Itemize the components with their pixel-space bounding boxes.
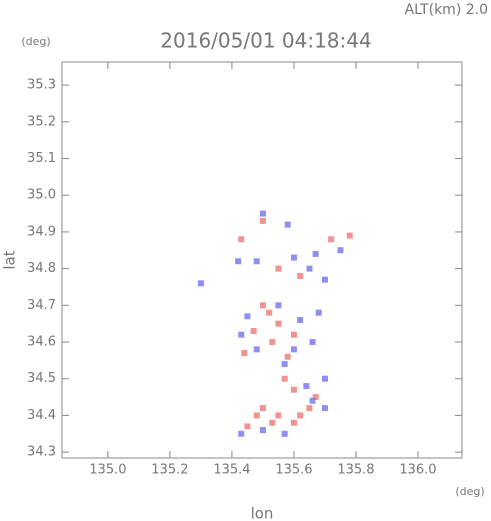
y-axis-label: lat	[1, 250, 19, 269]
data-point	[197, 280, 204, 287]
data-point	[284, 221, 291, 228]
data-point	[259, 217, 266, 224]
data-point	[266, 309, 273, 316]
data-point	[281, 361, 288, 368]
data-point	[238, 331, 245, 338]
data-point	[346, 232, 353, 239]
y-unit: (deg)	[21, 35, 50, 48]
x-tick-label: 135.6	[275, 463, 312, 478]
x-axis-label: lon	[251, 505, 274, 521]
x-unit: (deg)	[455, 485, 484, 498]
x-tick-label: 135.8	[337, 463, 374, 478]
data-point	[312, 250, 319, 257]
data-point	[275, 302, 282, 309]
data-point	[244, 313, 251, 320]
data-point	[309, 339, 316, 346]
data-point	[290, 254, 297, 261]
data-point	[297, 412, 304, 419]
x-tick-label: 135.0	[89, 463, 126, 478]
x-tick-label: 136.0	[399, 463, 436, 478]
data-point	[269, 339, 276, 346]
data-point	[290, 419, 297, 426]
data-point	[306, 405, 313, 412]
data-point	[290, 331, 297, 338]
data-point	[238, 236, 245, 243]
y-tick-label: 34.4	[27, 408, 56, 423]
data-point	[312, 394, 319, 401]
data-point	[303, 383, 310, 390]
data-point	[290, 346, 297, 353]
data-point	[328, 236, 335, 243]
data-point	[259, 427, 266, 434]
data-point	[321, 276, 328, 283]
data-point	[275, 265, 282, 272]
annotation: ALT(km) 2.0	[405, 2, 488, 18]
y-tick-label: 34.7	[27, 298, 56, 313]
y-tick-label: 34.3	[27, 445, 56, 460]
y-tick-label: 35.3	[27, 78, 56, 93]
data-point	[281, 430, 288, 437]
x-tick-label: 135.2	[151, 463, 188, 478]
y-tick-label: 34.9	[27, 224, 56, 239]
data-point	[259, 210, 266, 217]
data-point	[297, 272, 304, 279]
data-point	[253, 258, 260, 265]
data-point	[321, 405, 328, 412]
data-point	[337, 247, 344, 254]
data-point	[281, 375, 288, 382]
data-point	[269, 419, 276, 426]
plot-frame	[61, 61, 463, 459]
x-tick-label: 135.4	[213, 463, 250, 478]
data-point	[253, 412, 260, 419]
data-point	[284, 353, 291, 360]
data-point	[275, 320, 282, 327]
y-tick-label: 35.2	[27, 114, 56, 129]
y-tick-label: 34.8	[27, 261, 56, 276]
data-point	[253, 346, 260, 353]
data-point	[275, 412, 282, 419]
data-point	[235, 258, 242, 265]
y-tick-label: 35.0	[27, 188, 56, 203]
data-point	[244, 423, 251, 430]
y-tick-label: 34.6	[27, 335, 56, 350]
data-point	[321, 375, 328, 382]
y-tick-label: 35.1	[27, 151, 56, 166]
data-point	[259, 405, 266, 412]
y-tick-label: 34.5	[27, 371, 56, 386]
data-point	[315, 309, 322, 316]
data-point	[297, 317, 304, 324]
data-point	[241, 350, 248, 357]
data-point	[250, 328, 257, 335]
data-point	[290, 386, 297, 393]
data-point	[238, 430, 245, 437]
chart-title: 2016/05/01 04:18:44	[160, 29, 371, 53]
data-point	[306, 265, 313, 272]
data-point	[309, 397, 316, 404]
data-point	[259, 302, 266, 309]
